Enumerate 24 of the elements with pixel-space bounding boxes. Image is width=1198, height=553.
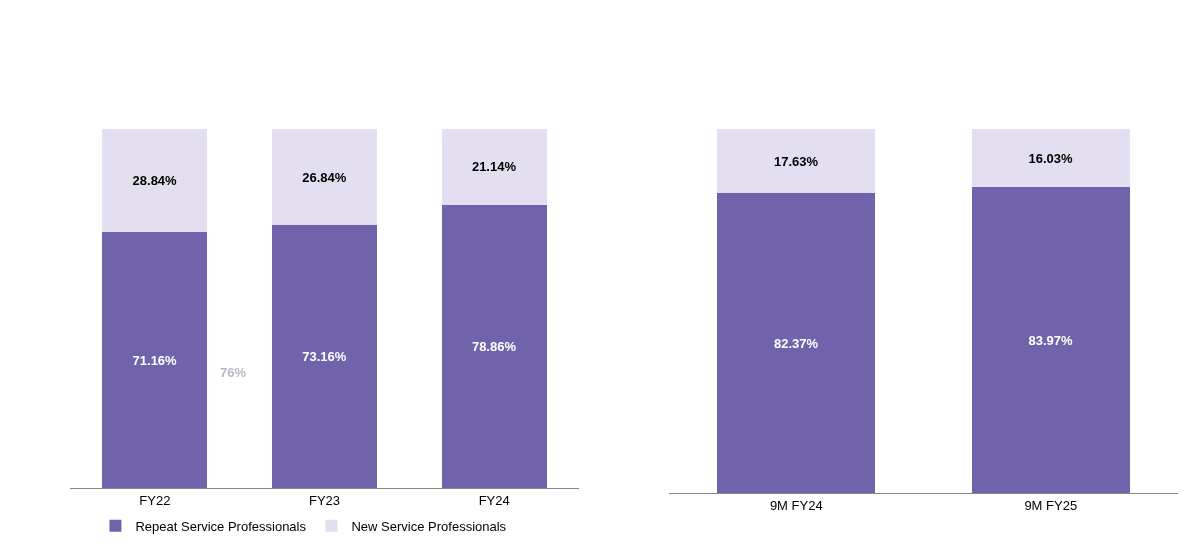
x-tick-label: FY22: [139, 492, 171, 508]
x-tick-label: 9M FY25: [1024, 497, 1078, 513]
x-tick-label: FY23: [308, 492, 341, 508]
data-label: 78.86%: [471, 338, 517, 354]
bar: [271, 128, 378, 226]
x-tick-label: 9M FY24: [769, 497, 823, 513]
data-label: 16.03%: [1028, 150, 1074, 166]
legend-label: Repeat Service Professionals: [135, 518, 307, 534]
data-label: 83.97%: [1028, 332, 1074, 348]
bar: [271, 225, 378, 488]
bar: [441, 204, 547, 488]
data-label: 73.16%: [302, 349, 347, 365]
bar: [102, 128, 208, 233]
data-label: 26.84%: [302, 169, 347, 185]
data-label: 28.84%: [132, 173, 178, 189]
data-label: 71.16%: [132, 352, 178, 368]
x-tick-label: FY24: [478, 492, 510, 508]
data-label: 21.14%: [471, 159, 517, 175]
data-label: 17.63%: [773, 153, 819, 169]
annotation: 76%: [220, 365, 247, 380]
bar: [441, 128, 547, 205]
legend-label: New Service Professionals: [351, 518, 507, 534]
bar: [102, 232, 208, 488]
data-label: 82.37%: [773, 335, 819, 351]
